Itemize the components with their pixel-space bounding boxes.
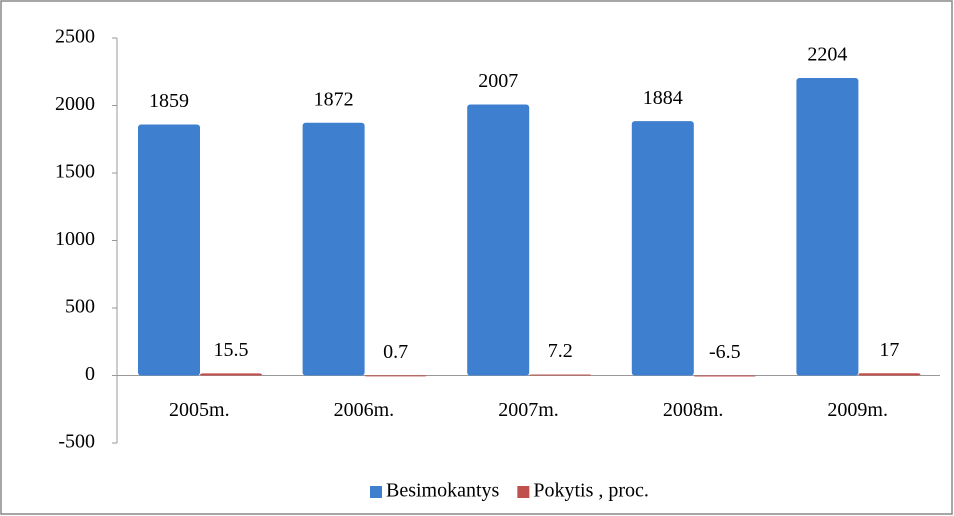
data-label: 15.5: [214, 339, 249, 361]
bar: [138, 124, 200, 376]
legend-swatch: [517, 486, 530, 498]
y-tick-label: 2000: [55, 93, 95, 115]
y-tick-label: 0: [85, 363, 95, 385]
y-tick-label: 500: [65, 296, 95, 318]
data-label: 2007: [478, 70, 518, 92]
y-tick-label: 2500: [55, 26, 95, 48]
data-label: 0.7: [383, 341, 408, 363]
bar: [796, 77, 859, 376]
y-tick-label: 1500: [55, 161, 95, 183]
bar: [631, 121, 694, 376]
legend-label: Besimokantys: [386, 480, 500, 502]
x-tick-label: 2009m.: [827, 399, 888, 421]
bar: [364, 375, 427, 377]
bar: [200, 373, 262, 376]
bar: [302, 122, 365, 376]
data-label: 1872: [314, 88, 354, 110]
bar: [467, 104, 530, 376]
data-label: 1884: [643, 87, 683, 109]
bar: [858, 373, 921, 376]
legend-swatch: [370, 486, 382, 498]
data-label: -6.5: [709, 341, 741, 363]
data-label: 17: [879, 339, 899, 361]
data-label: 7.2: [548, 340, 573, 362]
x-tick-label: 2006m.: [334, 399, 395, 421]
y-tick-label: -500: [58, 431, 95, 453]
bar: [529, 374, 592, 376]
data-label: 1859: [149, 90, 189, 112]
x-tick-label: 2008m.: [663, 399, 724, 421]
x-tick-label: 2007m.: [498, 399, 559, 421]
y-tick-label: 1000: [55, 228, 95, 250]
legend-label: Pokytis , proc.: [533, 480, 649, 502]
data-label: 2204: [807, 44, 847, 66]
x-tick-label: 2005m.: [169, 399, 230, 421]
bar: [693, 375, 756, 377]
